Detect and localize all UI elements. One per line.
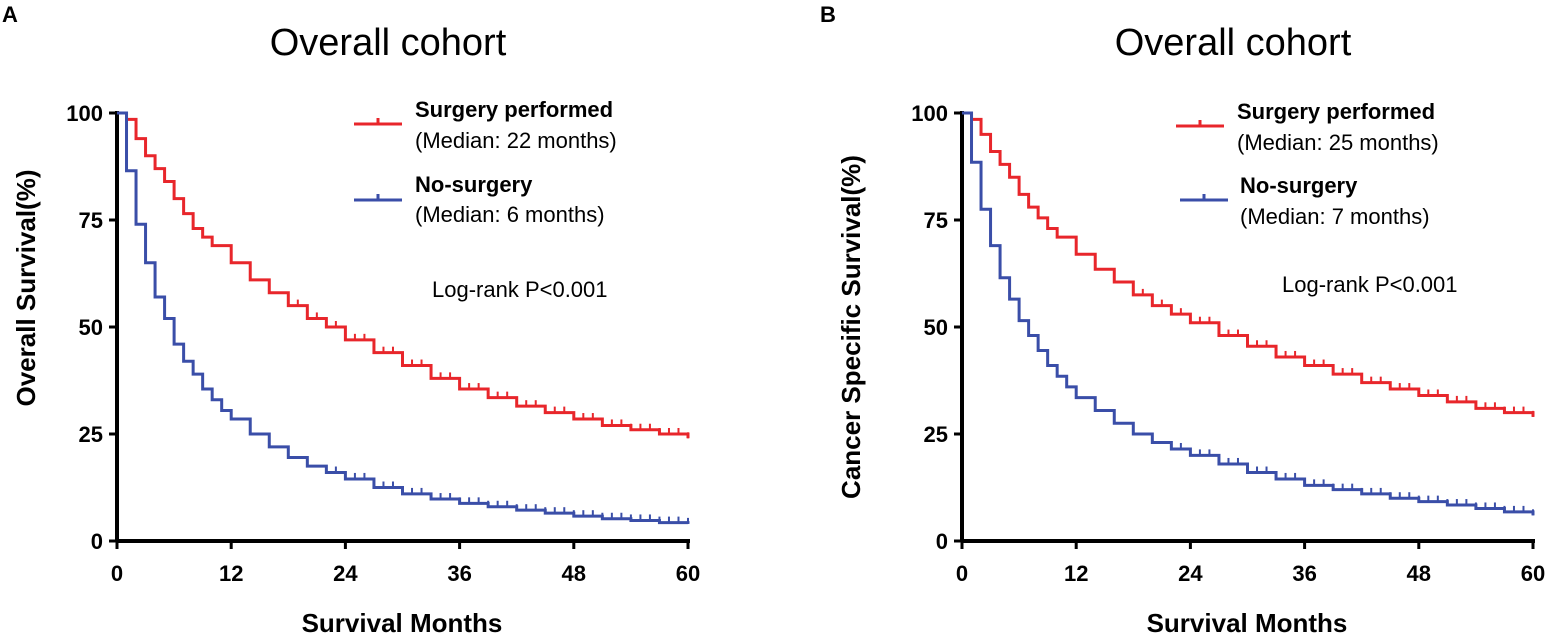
legend-swatch-b-0 (1176, 120, 1224, 128)
legend-median-b-1: (Median: 7 months) (1240, 204, 1430, 229)
legend-label-b-0: Surgery performed (1237, 99, 1435, 124)
x-tick-label-a-0: 0 (111, 561, 123, 586)
x-tick-label-b-1: 12 (1064, 561, 1088, 586)
legend-median-a-1: (Median: 6 months) (415, 202, 605, 227)
censor-marks-a-1 (325, 466, 689, 524)
y-tick-label-b-0: 0 (936, 529, 948, 554)
x-tick-label-a-5: 60 (676, 561, 700, 586)
km-curve-a-1 (117, 111, 690, 525)
x-tick-label-b-2: 24 (1178, 561, 1203, 586)
y-tick-label-b-2: 50 (924, 315, 948, 340)
panel-a: A Overall cohort 0 25 50 75 100 0 12 24 36 48 60 S… (2, 2, 700, 635)
legend-swatch-a-0 (354, 118, 402, 126)
x-tick-label-b-5: 60 (1521, 561, 1545, 586)
y-axis-label-a: Overall Survival(%) (11, 170, 41, 407)
legend-label-a-1: No-surgery (415, 172, 533, 197)
chart-title-a: Overall cohort (270, 22, 507, 64)
x-tick-label-a-1: 12 (219, 561, 243, 586)
censor-marks-b-0 (1132, 288, 1534, 417)
chart-title-b: Overall cohort (1115, 22, 1352, 64)
y-axis-label-b: Cancer Specific Survival(%) (836, 155, 866, 499)
x-axis-label-b: Survival Months (1147, 608, 1348, 635)
y-tick-label-b-3: 75 (924, 208, 948, 233)
panel-b: B Overall cohort 0 25 50 75 100 0 12 24 36 48 60 S… (820, 2, 1545, 635)
x-axis-label-a: Survival Months (302, 608, 503, 635)
x-tick-label-a-2: 24 (333, 561, 358, 586)
km-curve-b-0 (962, 111, 1535, 417)
plot-area-b: 0 25 50 75 100 0 12 24 36 48 60 (911, 101, 1545, 586)
y-tick-label-a-4: 100 (66, 101, 103, 126)
legend-median-a-0: (Median: 22 months) (415, 128, 617, 153)
x-tick-label-b-4: 48 (1407, 561, 1431, 586)
x-tick-label-b-3: 36 (1292, 561, 1316, 586)
legend-label-b-1: No-surgery (1240, 173, 1358, 198)
y-tick-label-b-1: 25 (924, 422, 948, 447)
x-tick-label-b-0: 0 (956, 561, 968, 586)
panel-letter-b: B (820, 2, 836, 27)
panel-letter-a: A (2, 2, 18, 27)
censor-marks-b-1 (1170, 442, 1534, 516)
plot-area-a: 0 25 50 75 100 0 12 24 36 48 60 (66, 101, 700, 586)
log-rank-annotation-a: Log-rank P<0.001 (432, 277, 608, 302)
x-tick-label-a-3: 36 (447, 561, 471, 586)
censor-marks-a-0 (287, 299, 689, 439)
legend-swatch-a-1 (354, 194, 402, 202)
legend-b: Surgery performed (Median: 25 months) No… (1176, 99, 1439, 229)
y-tick-label-a-0: 0 (91, 529, 103, 554)
x-tick-label-a-4: 48 (562, 561, 586, 586)
legend-swatch-b-1 (1180, 194, 1228, 202)
legend-median-b-0: (Median: 25 months) (1237, 130, 1439, 155)
legend-a: Surgery performed (Median: 22 months) No… (354, 97, 617, 227)
legend-label-a-0: Surgery performed (415, 97, 613, 122)
log-rank-annotation-b: Log-rank P<0.001 (1282, 272, 1458, 297)
y-tick-label-a-2: 50 (79, 315, 103, 340)
y-tick-label-a-3: 75 (79, 208, 103, 233)
y-tick-label-a-1: 25 (79, 422, 103, 447)
y-tick-label-b-4: 100 (911, 101, 948, 126)
